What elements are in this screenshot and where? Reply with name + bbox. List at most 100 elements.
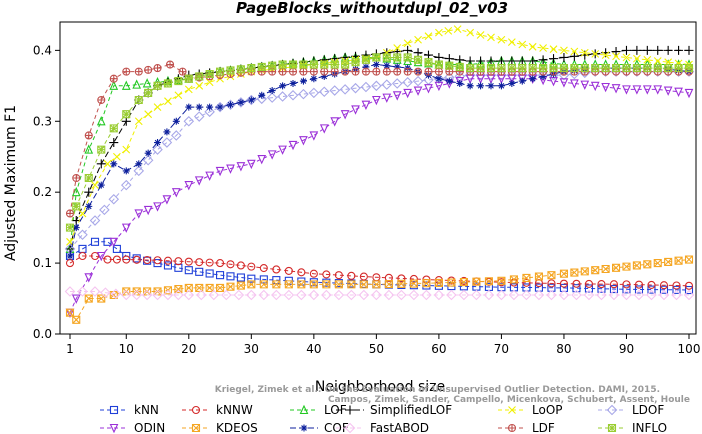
- data-point: [445, 77, 453, 85]
- data-point: [236, 261, 245, 270]
- data-point: [508, 289, 520, 301]
- data-point: [580, 48, 589, 57]
- data-point: [153, 64, 162, 73]
- data-point: [72, 315, 81, 324]
- data-point: [109, 124, 118, 133]
- data-point: [611, 84, 621, 94]
- data-point: [289, 79, 297, 87]
- data-point: [372, 67, 381, 76]
- data-point: [361, 55, 371, 64]
- data-point: [174, 77, 183, 86]
- legend-item-knnw: kNNW: [182, 403, 253, 417]
- data-point: [643, 55, 652, 64]
- data-point: [528, 64, 537, 73]
- data-point: [455, 62, 464, 71]
- data-point: [205, 269, 214, 278]
- legend-item-odin: ODIN: [100, 421, 165, 434]
- data-point: [144, 65, 153, 74]
- data-point: [435, 28, 443, 37]
- data-point: [346, 289, 357, 301]
- data-point: [120, 289, 132, 301]
- data-point: [345, 405, 355, 415]
- data-point: [393, 63, 401, 71]
- series-line: [69, 255, 690, 287]
- data-point: [195, 103, 203, 111]
- data-point: [597, 280, 606, 289]
- data-point: [259, 264, 268, 273]
- data-point: [381, 79, 393, 90]
- data-point: [122, 145, 131, 154]
- data-point: [153, 202, 162, 212]
- data-point: [663, 86, 673, 96]
- data-point: [403, 45, 413, 55]
- data-point: [268, 87, 276, 95]
- data-point: [108, 193, 120, 205]
- data-point: [522, 278, 531, 287]
- data-point: [612, 64, 621, 73]
- data-point: [259, 280, 268, 289]
- data-point: [120, 179, 132, 191]
- data-point: [413, 48, 423, 58]
- legend-item-simplifiedlof: SimplifiedLOF: [336, 403, 452, 417]
- data-point: [195, 81, 204, 90]
- legend-label: LDOF: [632, 403, 664, 417]
- data-point: [91, 181, 99, 189]
- data-point: [664, 257, 673, 266]
- x-tick-label: 30: [244, 342, 259, 356]
- data-point: [534, 272, 543, 281]
- data-point: [195, 72, 204, 81]
- data-point: [226, 66, 235, 75]
- data-point: [497, 276, 506, 285]
- series-line: [69, 49, 689, 250]
- data-point: [112, 255, 121, 264]
- data-point: [584, 284, 594, 293]
- data-point: [204, 106, 215, 118]
- data-point: [65, 259, 75, 268]
- data-point: [434, 278, 443, 287]
- data-point: [684, 281, 694, 290]
- data-point: [153, 103, 162, 111]
- data-point: [141, 289, 153, 301]
- data-point: [257, 155, 267, 165]
- data-point: [487, 82, 495, 90]
- data-point: [256, 93, 268, 105]
- data-point: [215, 166, 225, 177]
- data-point: [422, 279, 431, 288]
- watermark-line-2: Campos, Zimek, Sander, Campello, Micenko…: [328, 395, 690, 405]
- data-point: [653, 259, 662, 268]
- data-point: [444, 54, 454, 64]
- data-point: [296, 289, 307, 301]
- data-point: [284, 280, 293, 289]
- data-point: [144, 88, 153, 97]
- data-point: [184, 74, 193, 83]
- data-point: [171, 188, 181, 198]
- data-point: [122, 167, 130, 175]
- data-point: [96, 159, 106, 169]
- data-point: [142, 154, 154, 166]
- x-tick-label: 90: [619, 342, 634, 356]
- data-point: [507, 423, 517, 433]
- data-point: [633, 54, 641, 63]
- data-point: [414, 67, 423, 76]
- data-point: [497, 82, 505, 90]
- data-point: [299, 67, 308, 76]
- data-point: [414, 35, 422, 44]
- data-point: [226, 282, 235, 291]
- data-point: [433, 289, 445, 301]
- data-point: [382, 67, 391, 76]
- data-point: [658, 289, 670, 301]
- data-point: [237, 98, 245, 106]
- data-point: [507, 38, 516, 46]
- data-point: [113, 152, 121, 161]
- data-point: [341, 67, 350, 76]
- data-point: [403, 88, 412, 99]
- data-point: [84, 173, 93, 183]
- data-point: [288, 67, 298, 76]
- data-point: [288, 60, 298, 69]
- x-axis: 1 10 20 30 40 50 60 70 80 90 100: [66, 334, 700, 356]
- data-point: [236, 281, 245, 290]
- data-point: [674, 45, 684, 55]
- data-point: [216, 103, 224, 111]
- data-point: [271, 289, 282, 301]
- data-point: [341, 60, 350, 69]
